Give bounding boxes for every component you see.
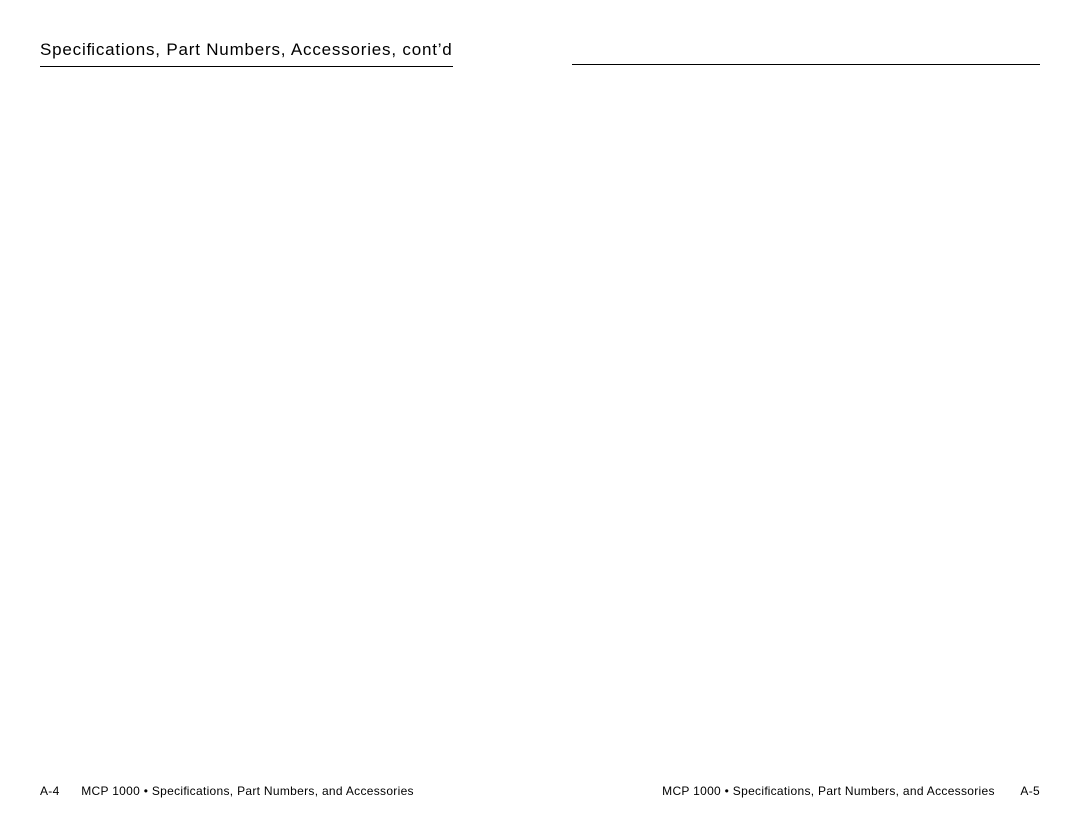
footer-left: A-4 MCP 1000 • Speciﬁcations, Part Numbe… [40,784,418,798]
left-page: Speciﬁcations, Part Numbers, Accessories… [0,0,540,834]
header-rule-right [572,64,1040,65]
footer-doc-ref-left: MCP 1000 • Speciﬁcations, Part Numbers, … [81,784,414,798]
section-heading: Speciﬁcations, Part Numbers, Accessories… [40,40,453,67]
footer-right: MCP 1000 • Speciﬁcations, Part Numbers, … [662,784,1040,798]
footer-doc-ref-right: MCP 1000 • Speciﬁcations, Part Numbers, … [662,784,995,798]
page-number-left: A-4 [40,784,60,798]
right-page: MCP 1000 • Speciﬁcations, Part Numbers, … [540,0,1080,834]
page-number-right: A-5 [1020,784,1040,798]
